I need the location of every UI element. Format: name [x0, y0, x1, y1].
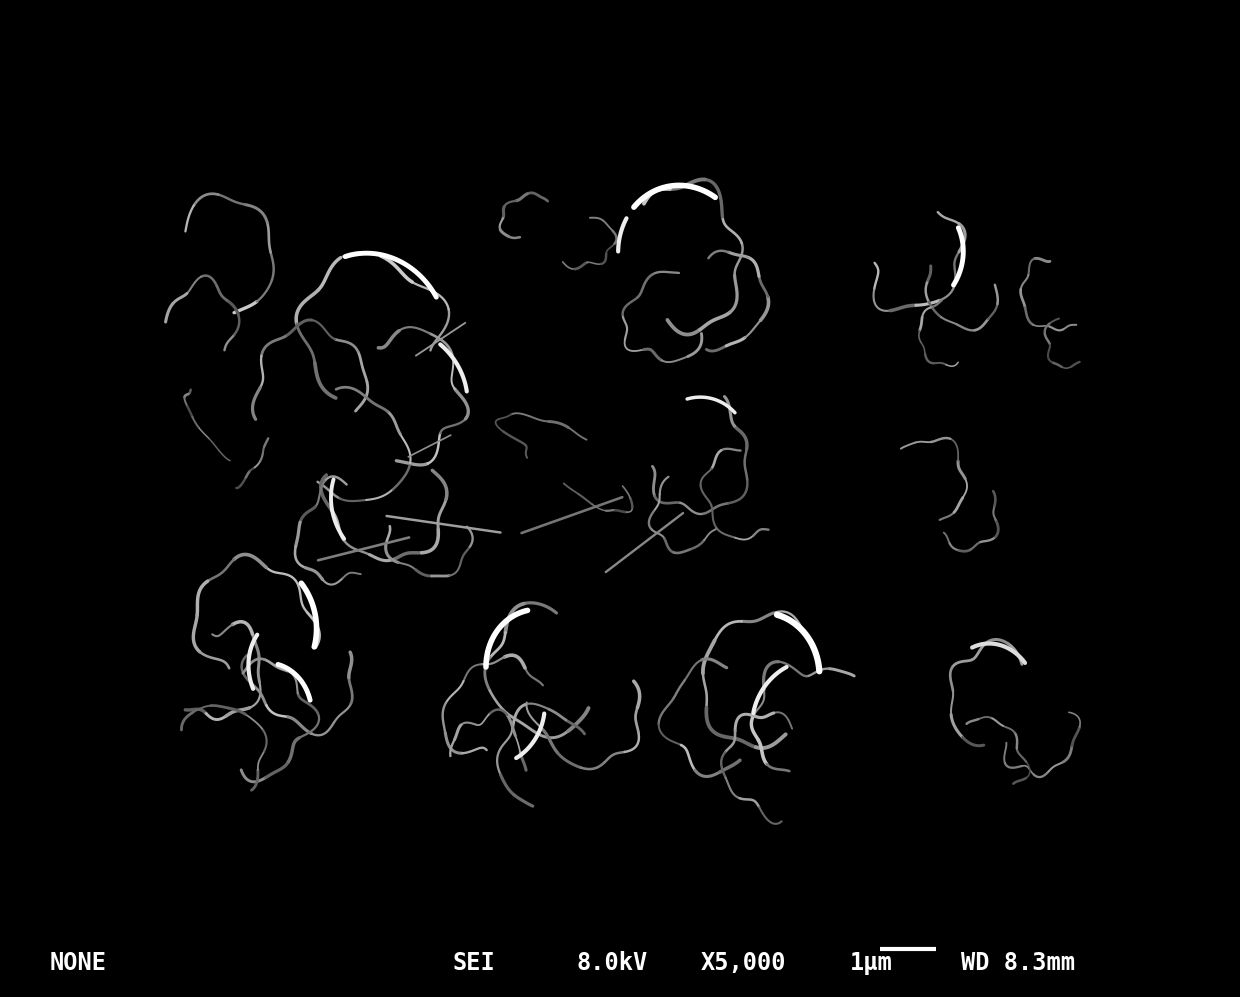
Text: WD 8.3mm: WD 8.3mm — [961, 951, 1075, 975]
Text: 8.0kV: 8.0kV — [577, 951, 647, 975]
Text: SEI: SEI — [453, 951, 495, 975]
Bar — [155, 841, 1116, 887]
Text: X5,000: X5,000 — [701, 951, 786, 975]
Text: 1μm: 1μm — [849, 951, 892, 975]
Text: NONE: NONE — [50, 951, 107, 975]
